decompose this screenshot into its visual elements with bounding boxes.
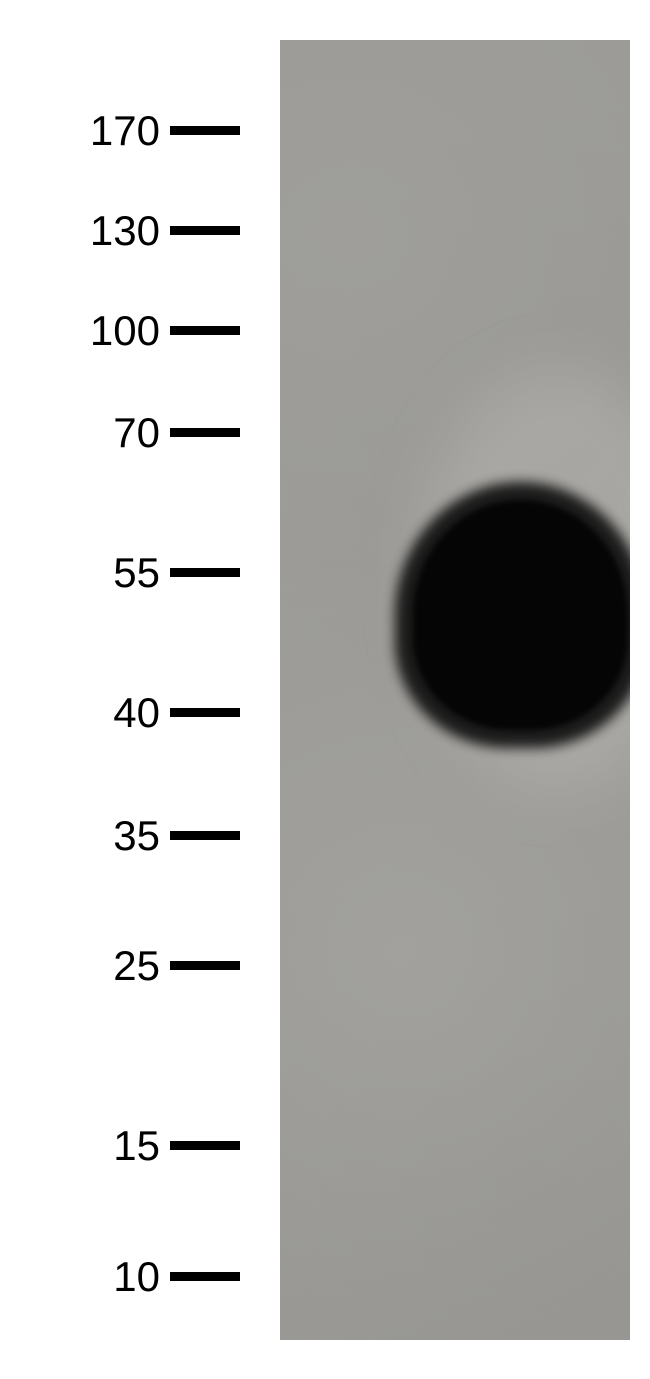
marker-label-15: 15 xyxy=(40,1122,160,1170)
marker-tick-70 xyxy=(170,428,240,437)
marker-tick-15 xyxy=(170,1141,240,1150)
marker-label-35: 35 xyxy=(40,812,160,860)
protein-band-core xyxy=(413,500,628,730)
marker-label-10: 10 xyxy=(40,1253,160,1301)
figure-container: 170 130 100 70 55 40 35 25 15 10 xyxy=(0,0,650,1379)
marker-label-100: 100 xyxy=(40,307,160,355)
marker-label-55: 55 xyxy=(40,549,160,597)
marker-tick-55 xyxy=(170,568,240,577)
marker-tick-170 xyxy=(170,126,240,135)
marker-label-170: 170 xyxy=(40,107,160,155)
marker-tick-130 xyxy=(170,226,240,235)
marker-label-40: 40 xyxy=(40,689,160,737)
marker-tick-40 xyxy=(170,708,240,717)
marker-tick-100 xyxy=(170,326,240,335)
marker-tick-25 xyxy=(170,961,240,970)
marker-label-25: 25 xyxy=(40,942,160,990)
blot-membrane xyxy=(280,40,630,1340)
marker-label-130: 130 xyxy=(40,207,160,255)
marker-tick-35 xyxy=(170,831,240,840)
marker-label-70: 70 xyxy=(40,409,160,457)
marker-tick-10 xyxy=(170,1272,240,1281)
